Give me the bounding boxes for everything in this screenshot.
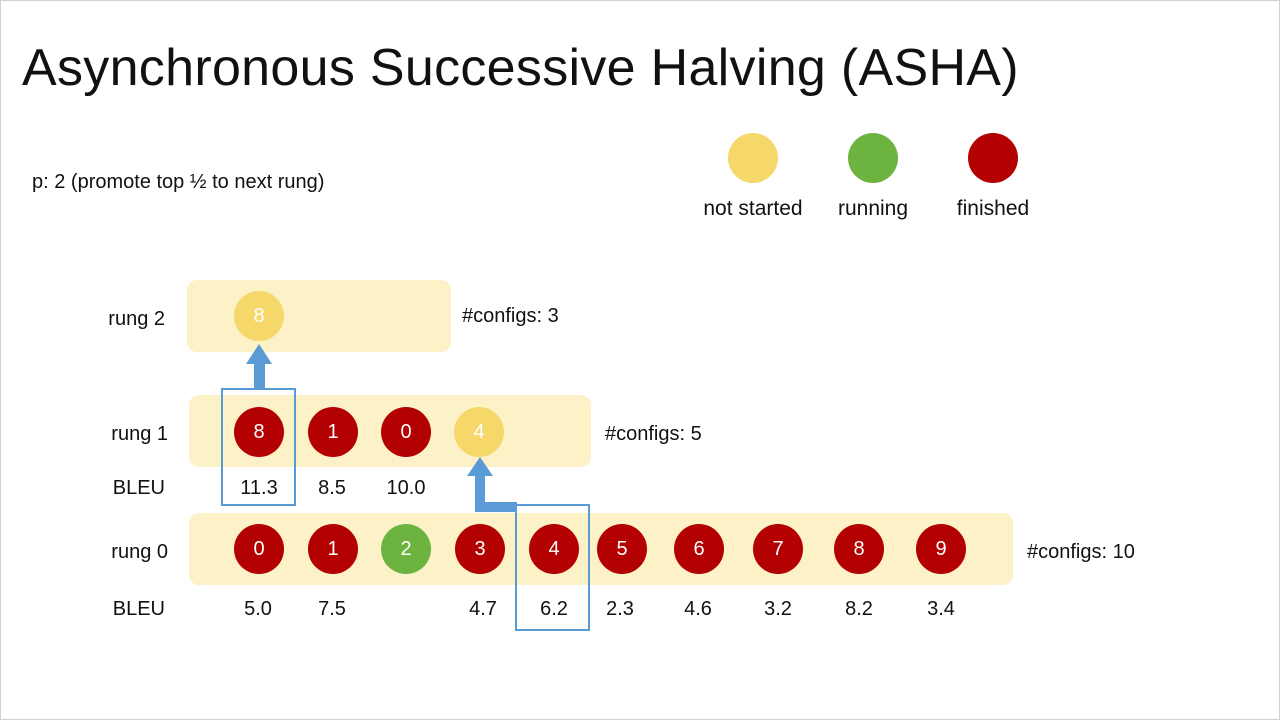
promotion-highlight-rung0	[515, 504, 590, 631]
not-started-swatch	[728, 133, 778, 183]
bleu-score: 8.5	[318, 477, 346, 499]
bleu-score: 3.2	[764, 598, 792, 620]
bleu-score: 4.7	[469, 598, 497, 620]
bleu-score: 4.6	[684, 598, 712, 620]
legend-running: running	[803, 133, 943, 221]
legend-not-started: not started	[683, 133, 823, 221]
running-swatch	[848, 133, 898, 183]
legend-label: finished	[956, 197, 1030, 220]
legend-finished: finished	[923, 133, 1063, 221]
promotion-arrow-shaft	[475, 474, 485, 512]
config-node: 2	[381, 524, 431, 574]
rung-1-configs: #configs: 5	[605, 423, 702, 445]
config-node: 6	[674, 524, 724, 574]
promotion-arrow-shaft	[254, 362, 265, 390]
config-node: 8	[234, 407, 284, 457]
rung-2-configs: #configs: 3	[462, 305, 559, 327]
promotion-arrow-head	[246, 344, 272, 364]
rung-0-score-label: BLEU	[112, 598, 165, 620]
legend-label: running	[837, 197, 909, 220]
rung-2-band	[187, 280, 451, 352]
config-node: 9	[916, 524, 966, 574]
rung-1-label: rung 1	[111, 423, 168, 445]
slide-title: Asynchronous Successive Halving (ASHA)	[22, 39, 1019, 97]
config-node: 7	[753, 524, 803, 574]
rung-0-configs: #configs: 10	[1027, 541, 1135, 563]
legend-label: not started	[703, 197, 803, 220]
config-node: 1	[308, 407, 358, 457]
config-node: 4	[454, 407, 504, 457]
bleu-score: 7.5	[318, 598, 346, 620]
bleu-score: 3.4	[927, 598, 955, 620]
config-node: 5	[597, 524, 647, 574]
promotion-arrow-head	[467, 457, 493, 476]
bleu-score: 10.0	[386, 477, 426, 499]
rung-1-score-label: BLEU	[112, 477, 165, 499]
bleu-score: 2.3	[606, 598, 634, 620]
config-node: 4	[529, 524, 579, 574]
rung-0-label: rung 0	[111, 541, 168, 563]
rung-2-label: rung 2	[108, 308, 165, 330]
bleu-score: 5.0	[244, 598, 272, 620]
config-node: 0	[234, 524, 284, 574]
promotion-highlight-rung1	[221, 388, 296, 506]
config-node: 0	[381, 407, 431, 457]
promotion-arrow-elbow	[475, 502, 517, 512]
finished-swatch	[968, 133, 1018, 183]
config-node: 8	[834, 524, 884, 574]
bleu-score: 8.2	[845, 598, 873, 620]
config-node: 3	[455, 524, 505, 574]
bleu-score: 6.2	[540, 598, 568, 620]
bleu-score: 11.3	[240, 477, 278, 499]
config-node: 8	[234, 291, 284, 341]
promotion-note: p: 2 (promote top ½ to next rung)	[32, 171, 325, 193]
config-node: 1	[308, 524, 358, 574]
